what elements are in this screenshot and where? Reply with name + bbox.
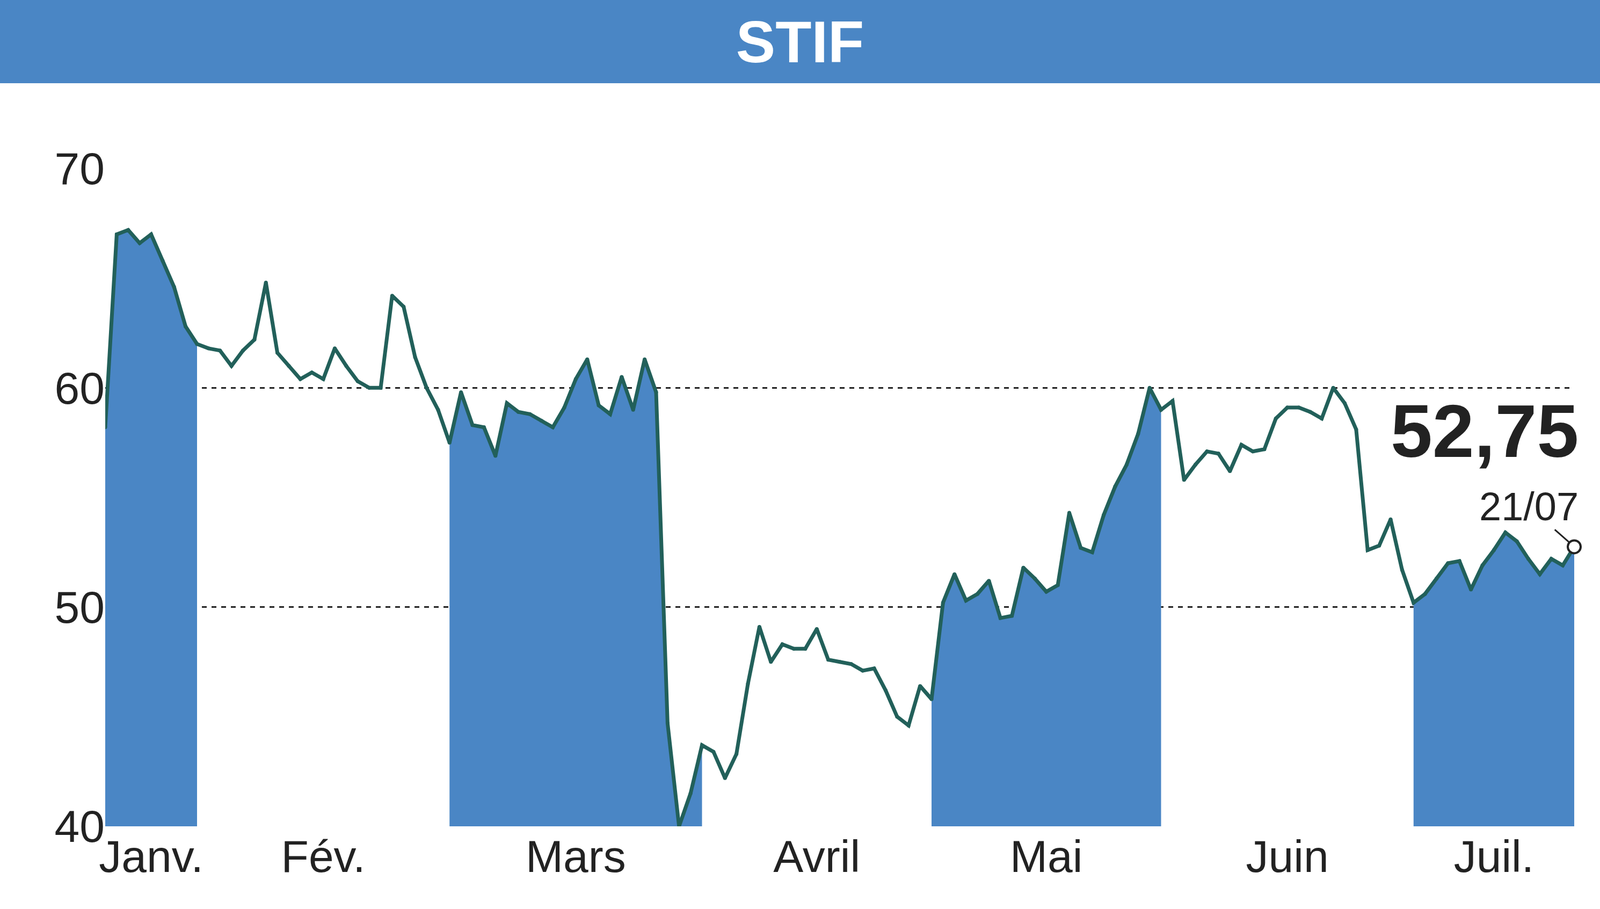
html-text:STIF: STIF [736, 8, 864, 75]
svg-text:Mars: Mars [525, 831, 627, 882]
svg-text:Juin: Juin [1246, 831, 1329, 882]
svg-text:Fév.: Fév. [281, 831, 366, 882]
svg-text:50: 50 [54, 582, 105, 633]
svg-text:40: 40 [54, 801, 105, 852]
svg-text:52,75: 52,75 [1390, 388, 1579, 474]
svg-text:Janv.: Janv. [98, 831, 204, 882]
svg-text:70: 70 [54, 143, 105, 194]
svg-text:21/07: 21/07 [1479, 484, 1579, 529]
svg-text:Juil.: Juil. [1453, 831, 1534, 882]
svg-text:Mai: Mai [1009, 831, 1083, 882]
svg-text:60: 60 [54, 362, 105, 414]
svg-text:Avril: Avril [773, 831, 861, 882]
